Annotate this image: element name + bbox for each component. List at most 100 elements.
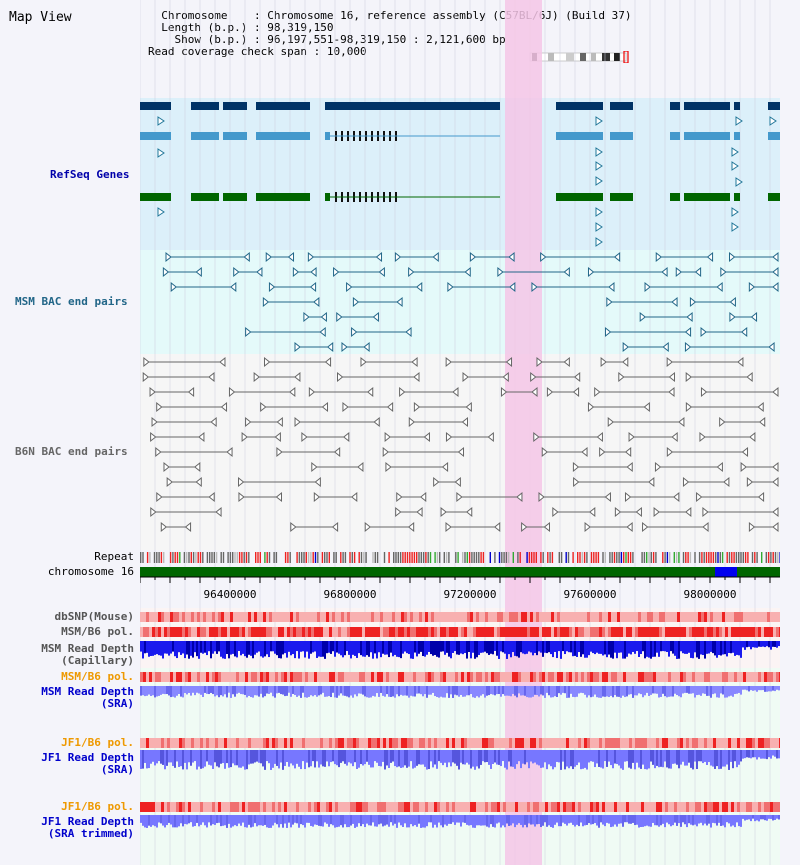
b6n-bac-pair-start[interactable] [308,386,316,398]
msm-bac-pair-start[interactable] [351,326,358,338]
msm-bac-pair-end[interactable] [706,251,714,263]
b6n-bac-pair-start[interactable] [594,386,601,398]
gene-feature[interactable] [325,132,330,140]
b6n-bac-pair-end[interactable] [342,431,350,443]
b6n-bac-pair-end[interactable] [411,356,418,368]
b6n-bac-pair-end[interactable] [772,461,779,473]
msm-b6-pol-label[interactable]: MSM/B6 pol. [61,625,134,638]
msm-bac-pair-start[interactable] [606,296,613,308]
gene-feature[interactable] [684,102,730,110]
b6n-bac-pair-end[interactable] [386,401,394,413]
b6n-bac-pair-start[interactable] [149,386,156,398]
msm-bac-pair-start[interactable] [408,266,415,278]
gene-feature[interactable] [325,102,500,110]
gene-strand-marker[interactable] [731,222,739,232]
b6n-bac-pair-start[interactable] [163,461,170,473]
b6n-bac-pair-start[interactable] [364,521,372,533]
msm-bac-pair-start[interactable] [303,311,310,323]
b6n-bac-pair-end[interactable] [624,446,632,458]
gene-feature[interactable] [610,102,633,110]
b6n-bac-pair-end[interactable] [723,476,730,488]
msm-b6-pol-sra-label[interactable]: MSM/B6 pol. [61,670,134,683]
msm-bac-pair-end[interactable] [608,281,615,293]
b6n-bac-pair-start[interactable] [624,491,632,503]
repeat-track[interactable] [140,552,780,563]
b6n-bac-pair-start[interactable] [245,416,252,428]
b6n-bac-pair-end[interactable] [357,461,364,473]
b6n-bac-pair-end[interactable] [516,491,523,503]
gene-strand-marker[interactable] [735,116,743,126]
b6n-bac-pair-end[interactable] [573,371,581,383]
msm-bac-pair-end[interactable] [729,296,736,308]
msm-bac-pair-start[interactable] [165,251,172,263]
gene-feature[interactable] [670,193,680,201]
gene-feature[interactable] [670,132,680,140]
msm-bac-pair-start[interactable] [346,281,353,293]
gene-strand-marker[interactable] [735,177,743,187]
msm-bac-pair-start[interactable] [294,341,301,353]
b6n-bac-pair-end[interactable] [219,356,226,368]
b6n-bac-label[interactable]: B6N BAC end pairs [15,445,128,458]
msm-bac-pair-end[interactable] [661,266,668,278]
b6n-bac-pair-end[interactable] [210,416,217,428]
b6n-bac-pair-start[interactable] [614,506,622,518]
b6n-bac-pair-start[interactable] [385,461,392,473]
b6n-bac-pair-start[interactable] [682,476,690,488]
b6n-bac-pair-end[interactable] [350,491,358,503]
b6n-bac-pair-start[interactable] [572,461,580,473]
b6n-bac-pair-start[interactable] [618,371,625,383]
msm-bac-pair-start[interactable] [604,326,612,338]
gene-feature[interactable] [140,132,171,140]
gene-feature[interactable] [256,193,310,201]
gene-feature[interactable] [610,132,633,140]
gene-feature[interactable] [734,132,740,140]
msm-bac-pair-start[interactable] [748,281,756,293]
b6n-bac-pair-end[interactable] [416,506,423,518]
b6n-bac-pair-end[interactable] [275,491,283,503]
b6n-bac-pair-end[interactable] [673,491,680,503]
b6n-bac-pair-end[interactable] [194,461,201,473]
msm-bac-pair-start[interactable] [394,251,402,263]
b6n-bac-pair-end[interactable] [643,401,650,413]
b6n-bac-pair-start[interactable] [276,446,283,458]
b6n-bac-pair-end[interactable] [758,416,766,428]
b6n-bac-pair-start[interactable] [546,386,554,398]
b6n-bac-pair-start[interactable] [685,401,693,413]
jf1-depth-sra-label[interactable]: JF1 Read Depth (SRA) [41,751,134,776]
msm-bac-pair-start[interactable] [720,266,727,278]
msm-bac-pair-end[interactable] [309,281,317,293]
b6n-bac-pair-end[interactable] [772,521,779,533]
b6n-bac-pair-end[interactable] [487,431,494,443]
gene-feature[interactable] [556,102,603,110]
msm-bac-pair-start[interactable] [689,296,697,308]
msm-bac-pair-end[interactable] [326,341,334,353]
b6n-bac-pair-end[interactable] [502,371,509,383]
b6n-bac-pair-start[interactable] [413,401,421,413]
gene-strand-marker[interactable] [731,147,739,157]
chromosome-track-label[interactable]: chromosome 16 [47,565,134,578]
b6n-bac-pair-start[interactable] [573,476,580,488]
b6n-bac-track[interactable] [142,356,779,533]
b6n-bac-pair-end[interactable] [373,416,380,428]
msm-bac-pair-start[interactable] [540,251,547,263]
b6n-bac-pair-end[interactable] [589,506,596,518]
b6n-bac-pair-end[interactable] [215,506,222,518]
gene-strand-marker[interactable] [731,161,739,171]
gene-strand-marker[interactable] [595,147,603,157]
msm-depth-sra-label[interactable]: MSM Read Depth (SRA) [41,685,134,710]
highlight-region[interactable] [505,0,542,865]
b6n-bac-pair-end[interactable] [407,521,415,533]
msm-bac-pair-start[interactable] [675,266,683,278]
b6n-bac-pair-end[interactable] [746,371,753,383]
gene-feature[interactable] [684,193,730,201]
msm-bac-pair-end[interactable] [563,266,570,278]
b6n-bac-pair-end[interactable] [635,506,642,518]
b6n-bac-pair-end[interactable] [702,521,709,533]
b6n-bac-pair-end[interactable] [226,446,233,458]
quantitative-tracks[interactable] [140,612,780,828]
b6n-bac-pair-start[interactable] [536,356,543,368]
b6n-bac-pair-start[interactable] [150,431,157,443]
b6n-bac-pair-start[interactable] [382,446,390,458]
msm-bac-pair-start[interactable] [622,341,629,353]
b6n-bac-pair-start[interactable] [384,431,391,443]
